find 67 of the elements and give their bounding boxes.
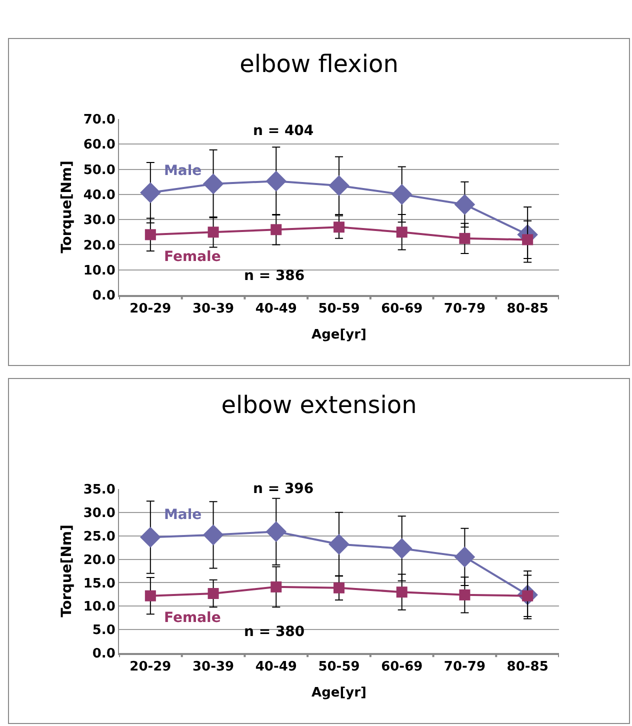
point	[266, 170, 287, 192]
point	[208, 588, 219, 599]
y-tick-label: 30.0	[83, 213, 116, 228]
point	[391, 538, 412, 559]
chart-title: elbow flexion	[240, 50, 398, 78]
point	[391, 184, 412, 205]
point	[522, 234, 534, 246]
point	[202, 173, 224, 194]
x-tick-label: 70-79	[444, 302, 486, 317]
x-tick-label: 30-39	[192, 660, 234, 675]
series-label: Female	[164, 610, 221, 626]
chart-title: elbow extension	[221, 391, 417, 419]
point	[328, 175, 350, 196]
annotation: n = 386	[244, 268, 305, 284]
point	[459, 589, 470, 600]
point	[334, 582, 344, 594]
y-axis-title: Torque[Nm]	[58, 524, 75, 618]
x-tick-label: 20-29	[130, 660, 172, 675]
point	[266, 521, 287, 542]
point	[459, 232, 470, 244]
x-tick-label: 70-79	[444, 660, 486, 675]
point	[202, 524, 224, 546]
y-tick-label: 25.0	[83, 529, 116, 544]
y-tick-label: 0.0	[92, 288, 116, 304]
x-axis-title: Age[yr]	[312, 686, 366, 701]
y-tick-label: 35.0	[83, 482, 116, 498]
x-tick-label: 80-85	[506, 660, 548, 675]
annotation: n = 404	[253, 123, 314, 139]
y-tick-label: 15.0	[83, 576, 116, 592]
x-tick-label: 40-49	[255, 660, 297, 675]
x-tick-label: 20-29	[130, 302, 172, 317]
point	[140, 526, 161, 548]
y-axis-title: Torque[Nm]	[58, 160, 75, 254]
y-tick-label: 10.0	[83, 600, 116, 615]
point	[144, 229, 156, 240]
point	[396, 226, 408, 238]
x-tick-label: 50-59	[318, 660, 360, 675]
y-tick-label: 0.0	[92, 646, 116, 662]
y-tick-label: 5.0	[92, 623, 116, 638]
y-tick-label: 30.0	[83, 506, 116, 521]
point	[144, 590, 156, 602]
point	[208, 226, 219, 238]
x-tick-label: 80-85	[506, 302, 548, 317]
y-tick-label: 60.0	[83, 138, 116, 153]
y-tick-label: 10.0	[83, 263, 116, 278]
point	[270, 224, 282, 236]
point	[140, 182, 161, 204]
annotation: n = 396	[253, 481, 314, 497]
point	[454, 546, 476, 568]
x-axis-title: Age[yr]	[312, 328, 366, 343]
y-tick-label: 40.0	[83, 188, 116, 203]
point	[328, 534, 350, 555]
annotation: n = 380	[244, 624, 305, 640]
point	[270, 581, 282, 592]
x-tick-label: 40-49	[255, 302, 297, 317]
point	[334, 222, 344, 233]
point	[396, 586, 408, 598]
x-tick-label: 30-39	[192, 302, 234, 317]
series-label: Female	[164, 249, 221, 265]
x-tick-label: 60-69	[381, 660, 423, 675]
y-tick-label: 20.0	[83, 238, 116, 254]
y-tick-label: 70.0	[83, 112, 116, 128]
y-tick-label: 50.0	[83, 162, 116, 178]
y-tick-label: 20.0	[83, 552, 116, 568]
point	[454, 194, 476, 215]
x-tick-label: 50-59	[318, 302, 360, 317]
x-tick-label: 60-69	[381, 302, 423, 317]
